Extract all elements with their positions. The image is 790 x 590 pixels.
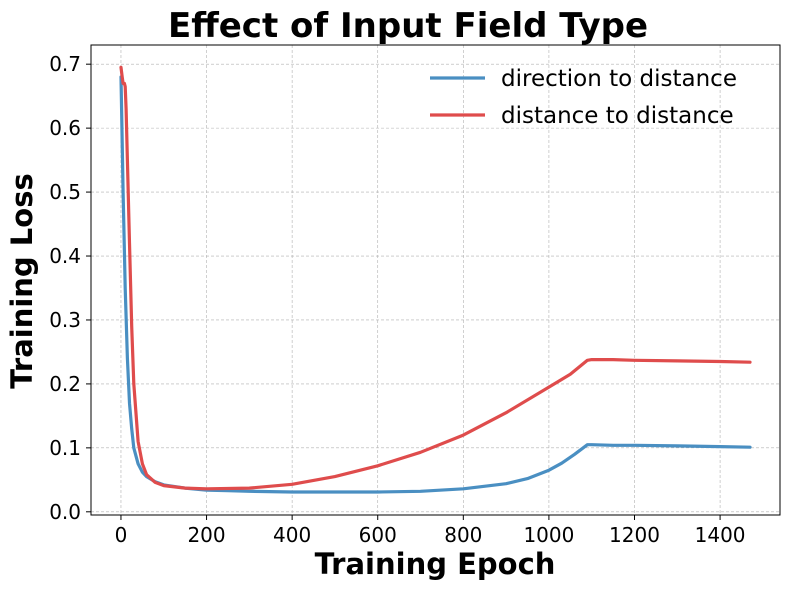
y-tick-label: 0.4 [49,244,81,268]
series-line-direction-to-distance [119,75,752,494]
chart-title: Effect of Input Field Type [168,6,648,46]
x-axis-label: Training Epoch [315,547,556,581]
y-tick-label: 0.1 [49,436,81,460]
series-lines [119,65,752,494]
y-tick-label: 0.0 [49,500,81,524]
x-tick-label: 1000 [523,523,574,547]
x-tick-label: 1400 [695,523,746,547]
x-axis-ticks: 0 200 400 600 800 1000 1200 1400 [115,515,746,547]
y-tick-label: 0.2 [49,372,81,396]
y-axis-label: Training Loss [5,173,39,388]
y-tick-label: 0.3 [49,308,81,332]
legend: direction to distance distance to distanc… [430,66,737,129]
x-tick-label: 1200 [609,523,660,547]
plot-frame [90,44,781,516]
series-line-distance-to-distance [119,65,752,491]
legend-entry-label: distance to distance [501,103,734,129]
x-tick-label: 800 [444,523,482,547]
x-tick-label: 200 [187,523,225,547]
y-tick-label: 0.6 [49,116,81,140]
y-tick-label: 0.7 [49,52,81,76]
legend-entry-label: direction to distance [501,66,737,92]
y-tick-label: 0.5 [49,180,81,204]
y-axis-ticks: 0.0 0.1 0.2 0.3 0.4 0.5 0.6 0.7 [49,52,91,524]
x-tick-label: 600 [359,523,397,547]
x-tick-label: 400 [273,523,311,547]
x-tick-label: 0 [115,523,128,547]
